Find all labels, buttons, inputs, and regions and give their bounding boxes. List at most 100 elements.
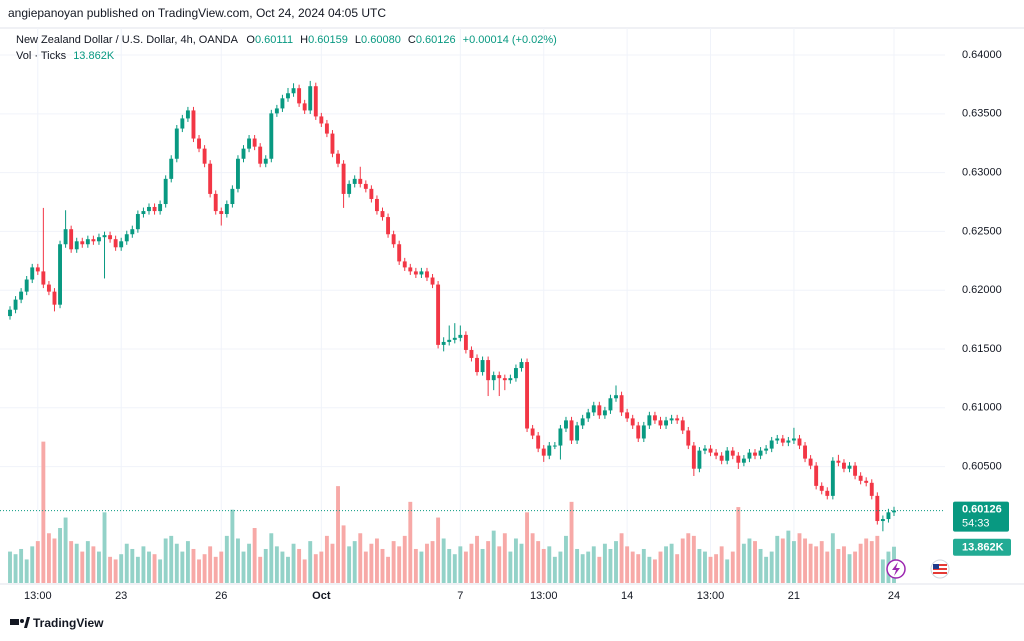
volume-bar: [413, 548, 418, 583]
x-tick-label: 21: [788, 590, 800, 602]
candle-body: [341, 163, 346, 194]
candle-body: [319, 116, 324, 124]
volume-bar: [552, 556, 557, 583]
volume-bar: [530, 533, 535, 583]
volume-bar: [519, 543, 524, 583]
volume-bar: [302, 559, 307, 583]
volume-bar: [608, 548, 613, 583]
candle-body: [475, 357, 479, 373]
volume-bar: [502, 533, 507, 583]
volume-bar: [24, 559, 29, 583]
candle-body: [869, 482, 874, 496]
candle-body: [619, 395, 624, 413]
x-tick-label: 7: [457, 590, 463, 602]
volume-bar: [402, 535, 407, 583]
candle-body: [352, 178, 357, 184]
volume-bar: [747, 538, 752, 583]
candle-body: [858, 475, 863, 481]
volume-bar: [252, 528, 257, 583]
volume-bar: [163, 538, 168, 583]
candle-body: [502, 378, 507, 381]
volume-bar: [691, 535, 696, 583]
volume-bar: [324, 535, 329, 583]
candle-body: [135, 214, 140, 230]
volume-bar: [686, 533, 691, 583]
volume-bar: [269, 533, 274, 583]
volume-bar: [374, 538, 379, 583]
candle-body: [441, 341, 446, 345]
candle-body: [791, 438, 796, 441]
volume-bar: [419, 551, 424, 583]
volume-bar: [830, 533, 835, 583]
last-price-label: 0.60126: [962, 503, 1002, 515]
candle-body: [808, 458, 813, 466]
volume-bar: [652, 559, 657, 583]
candle-body: [124, 234, 129, 242]
volume-bar: [391, 541, 396, 583]
volume-bar: [758, 548, 763, 583]
candle-body: [313, 86, 318, 117]
volume-bar: [469, 543, 474, 583]
volume-bar: [497, 546, 502, 583]
candle-body: [886, 512, 891, 520]
candles: [8, 80, 896, 532]
candle-body: [152, 206, 157, 212]
volume-bar: [219, 551, 224, 583]
candle-body: [753, 452, 757, 456]
candle-body: [363, 183, 368, 189]
volume-bar: [46, 533, 51, 583]
volume-bar: [619, 533, 624, 583]
volume-bar: [630, 551, 635, 583]
candle-body: [491, 375, 496, 381]
volume-bars: [8, 441, 896, 583]
volume-bar: [97, 551, 101, 583]
candle-body: [830, 460, 835, 496]
axes: 0.60500 0.61000 0.61500 0.62000 0.62500 0.630…: [0, 49, 1011, 602]
ohlc-value: 0.60159: [308, 34, 348, 46]
candle-body: [758, 450, 763, 456]
candle-body: [786, 440, 791, 443]
volume-bar: [547, 546, 552, 583]
candle-body: [691, 445, 696, 469]
candle-body: [708, 448, 713, 453]
candle-body: [575, 425, 580, 441]
volume-bar: [875, 535, 880, 583]
volume-bar: [575, 548, 580, 583]
volume-bar: [208, 546, 213, 583]
candle-body: [719, 455, 724, 461]
ohlc-label: H: [300, 34, 308, 46]
volume-bar: [247, 543, 252, 583]
candle-body: [658, 420, 663, 426]
volume-bar: [347, 546, 352, 583]
candle-body: [847, 465, 852, 469]
volume-bar: [308, 541, 313, 583]
volume-bar: [397, 546, 402, 583]
candle-body: [185, 110, 190, 119]
x-tick-label: 24: [888, 590, 900, 602]
volume-bar: [258, 556, 263, 583]
volume-bar: [564, 535, 568, 583]
candle-body: [147, 206, 151, 212]
volume-bar: [736, 507, 741, 583]
candle-body: [63, 229, 68, 245]
candle-body: [408, 267, 413, 272]
volume-bar: [291, 543, 296, 583]
candle-body: [13, 299, 18, 310]
candle-body: [447, 339, 452, 342]
volume-bar: [880, 559, 885, 583]
volume-bar: [135, 556, 140, 583]
candle-body: [436, 284, 441, 345]
candle-body: [369, 188, 374, 199]
candle-body: [241, 148, 246, 159]
volume-bar: [147, 551, 151, 583]
volume-bar: [641, 548, 646, 583]
candle-body: [102, 235, 107, 238]
candle-body: [8, 309, 12, 317]
candle-body: [297, 88, 302, 104]
brand-mark: [20, 619, 24, 623]
candle-body: [324, 123, 329, 134]
candle-body: [536, 435, 541, 449]
candle-body: [814, 465, 819, 486]
volume-bar: [491, 530, 496, 583]
